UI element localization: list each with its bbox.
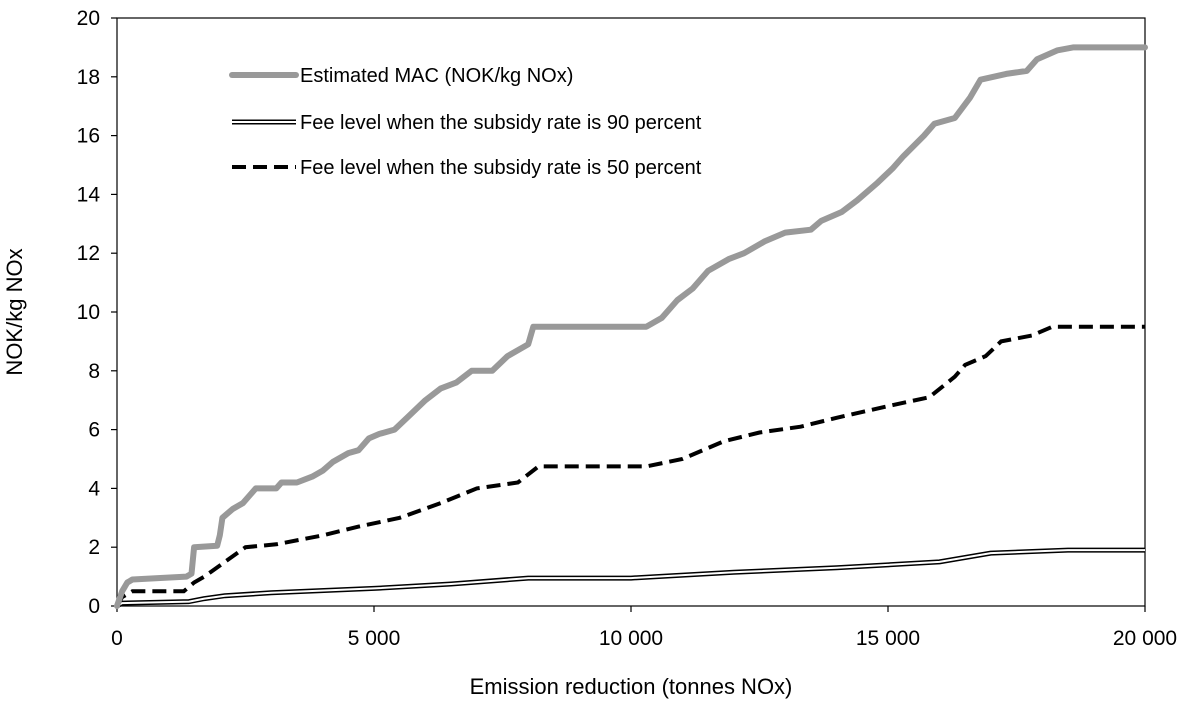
y-tick-label: 12 <box>77 242 100 265</box>
series-1-line-inner <box>116 549 1145 607</box>
legend: Estimated MAC (NOK/kg NOx) Fee level when… <box>229 65 702 179</box>
series-layer <box>114 44 1148 609</box>
y-tick-label: 8 <box>88 360 100 383</box>
legend-label-0: Estimated MAC (NOK/kg NOx) <box>300 65 573 87</box>
y-tick-label: 14 <box>77 183 101 206</box>
y-tick-label: 20 <box>77 7 100 30</box>
y-tick-label: 10 <box>77 301 100 324</box>
y-tick-label: 18 <box>77 66 100 89</box>
series-0-line <box>114 44 1148 609</box>
x-tick-label: 20 000 <box>1113 627 1177 650</box>
series-2-line <box>115 324 1145 608</box>
y-tick-label: 2 <box>88 536 100 559</box>
y-axis-title: NOK/kg NOx <box>2 248 27 375</box>
x-tick-label: 10 000 <box>599 627 663 650</box>
y-tick-label: 4 <box>88 477 100 500</box>
x-tick-label: 5 000 <box>348 627 401 650</box>
legend-label-1: Fee level when the subsidy rate is 90 pe… <box>300 112 702 134</box>
plot-area-frame <box>116 17 1146 607</box>
y-tick-label: 16 <box>77 125 100 148</box>
x-axis-title: Emission reduction (tonnes NOx) <box>470 674 793 699</box>
x-tick-label: 0 <box>111 627 123 650</box>
y-axis: 0 2 4 6 8 10 12 14 16 18 20 <box>77 7 117 618</box>
x-tick-label: 15 000 <box>856 627 920 650</box>
y-tick-label: 0 <box>88 595 100 618</box>
x-axis: 0 5 000 10 000 15 000 20 000 <box>111 606 1177 650</box>
y-tick-label: 6 <box>88 419 100 442</box>
legend-label-2: Fee level when the subsidy rate is 50 pe… <box>300 157 702 179</box>
